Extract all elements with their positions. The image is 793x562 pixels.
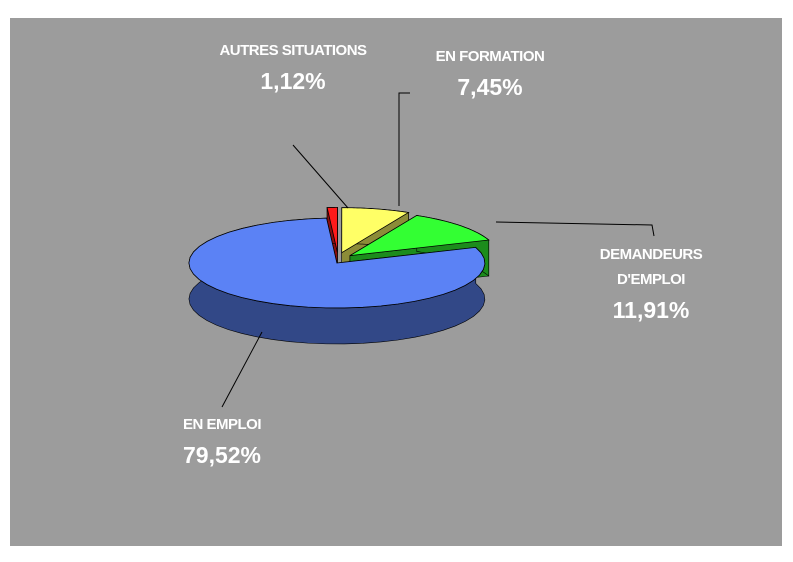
slice-label: DEMANDEURS D'EMPLOI 11,91%	[576, 242, 726, 328]
category-label: AUTRES SITUATIONS	[219, 42, 367, 59]
leader-line	[221, 331, 263, 408]
value-label: 7,45%	[457, 74, 523, 100]
pie	[188, 207, 490, 345]
category-label: EN FORMATION	[435, 48, 545, 65]
leader-line	[398, 92, 410, 206]
slice	[341, 207, 410, 254]
value-label: 79,52%	[182, 442, 261, 468]
slice-label: AUTRES SITUATIONS 1,12%	[218, 38, 368, 99]
pie-tops	[188, 207, 490, 309]
category-label: EN EMPLOI	[182, 416, 262, 433]
leader-line	[292, 144, 349, 209]
slice	[349, 215, 490, 257]
slice	[326, 207, 338, 253]
slice-label: EN FORMATION 7,45%	[425, 44, 555, 105]
slice-label: EN EMPLOI 79,52%	[147, 412, 297, 473]
category-label: DEMANDEURS D'EMPLOI	[599, 246, 703, 288]
value-label: 1,12%	[260, 68, 326, 94]
value-label: 11,91%	[612, 297, 690, 323]
leader-line	[495, 221, 655, 237]
slice	[188, 217, 486, 309]
